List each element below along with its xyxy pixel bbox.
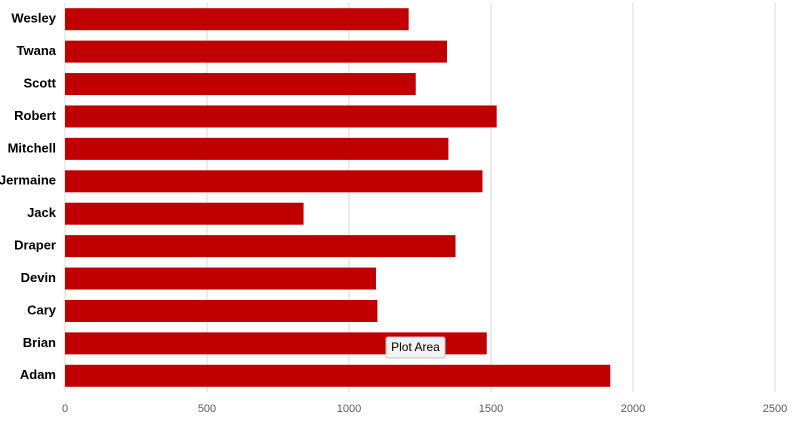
x-tick-label: 500: [198, 403, 216, 415]
y-tick-label: Jack: [27, 205, 57, 220]
bar: [65, 40, 447, 63]
bar: [65, 267, 376, 290]
bar: [65, 332, 487, 355]
x-tick-label: 1500: [479, 403, 503, 415]
tooltip-text: Plot Area: [391, 340, 440, 354]
bar: [65, 73, 416, 96]
bar: [65, 105, 497, 128]
bar: [65, 202, 304, 225]
y-tick-label: Cary: [27, 302, 57, 317]
tooltip: Plot Area: [385, 336, 446, 359]
x-tick-label: 1000: [337, 403, 361, 415]
bar: [65, 8, 409, 31]
x-tick-label: 2500: [763, 403, 787, 415]
y-tick-label: Draper: [14, 238, 56, 253]
x-tick-label: 0: [62, 403, 68, 415]
y-tick-label: Devin: [21, 270, 56, 285]
y-tick-label: Wesley: [11, 11, 56, 26]
bar: [65, 170, 483, 193]
y-tick-label: Scott: [24, 75, 57, 90]
y-tick-label: Robert: [14, 108, 57, 123]
bar: [65, 235, 456, 258]
tooltip-box: [385, 336, 446, 359]
bar: [65, 137, 449, 160]
y-tick-label: Jermaine: [0, 173, 56, 188]
y-tick-label: Mitchell: [8, 140, 56, 155]
x-tick-label: 2000: [621, 403, 645, 415]
bar: [65, 299, 378, 322]
y-tick-label: Adam: [20, 367, 56, 382]
y-tick-label: Brian: [23, 335, 56, 350]
y-tick-label: Twana: [17, 43, 57, 58]
bar: [65, 364, 611, 387]
